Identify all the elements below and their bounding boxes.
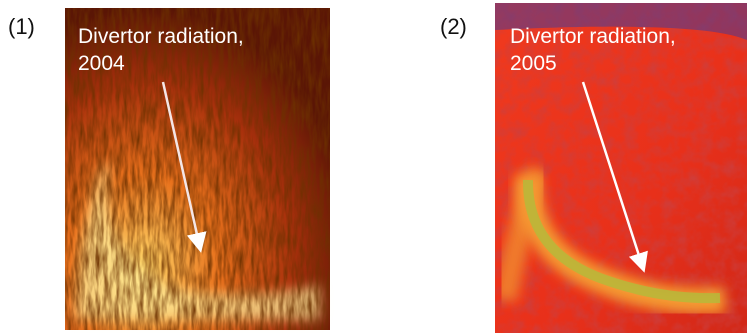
caption-line: 2005: [510, 52, 557, 75]
caption-line: Divertor radiation,: [510, 25, 676, 48]
panel-label: (1): [8, 14, 35, 39]
figure: (1) Divertor radiation, 2004 (2) Diverto…: [0, 0, 752, 333]
caption-line: Divertor radiation,: [78, 25, 244, 48]
panel-label: (2): [440, 14, 467, 39]
figure-canvas: (1) Divertor radiation, 2004 (2) Diverto…: [0, 0, 752, 333]
caption-line: 2004: [78, 52, 125, 75]
